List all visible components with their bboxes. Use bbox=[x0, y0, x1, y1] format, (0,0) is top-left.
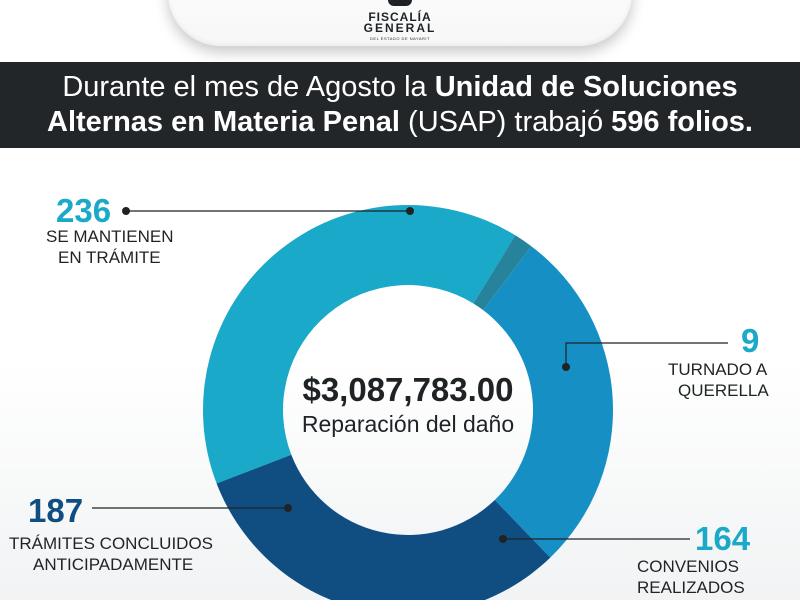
label-en-tramite-line-1: SE MANTIENEN bbox=[46, 227, 174, 246]
headline-part-2: Unidad de Soluciones bbox=[434, 71, 738, 103]
logo-line-1: FISCALÍA bbox=[368, 10, 432, 24]
label-querella-line-1: TURNADO A bbox=[668, 360, 768, 379]
headline-banner bbox=[0, 62, 800, 148]
label-concluidos-line-1: TRÁMITES CONCLUIDOS bbox=[9, 534, 214, 553]
slice-querella bbox=[473, 235, 532, 311]
value-en-tramite: 236 bbox=[56, 192, 112, 229]
leader-dot-convenios bbox=[499, 535, 507, 543]
leader-lines bbox=[92, 207, 728, 543]
leader-dot-en-tramite-end bbox=[406, 207, 414, 215]
leader-querella bbox=[565, 342, 728, 367]
label-en-tramite-line-2: EN TRÁMITE bbox=[58, 248, 161, 267]
center-label: Reparación del daño bbox=[301, 411, 515, 437]
value-convenios: 164 bbox=[695, 520, 751, 557]
label-convenios-line-2: REALIZADOS bbox=[637, 578, 745, 597]
value-concluidos: 187 bbox=[28, 492, 84, 529]
value-querella: 9 bbox=[741, 322, 760, 359]
headline-part-1: Durante el mes de Agosto la bbox=[62, 71, 435, 103]
logo-card bbox=[168, 0, 632, 46]
logo-subtitle: DEL ESTADO DE NAYARIT bbox=[370, 36, 430, 41]
leader-dot-querella bbox=[562, 363, 570, 371]
headline-part-3: Alternas en Materia Penal bbox=[47, 106, 400, 138]
leader-dot-concluidos bbox=[284, 504, 292, 512]
headline-part-4: (USAP) trabajó bbox=[400, 106, 612, 138]
leader-dot-en-tramite-start bbox=[122, 207, 130, 215]
center-value: $3,087,783.00 bbox=[302, 371, 514, 408]
slice-concluidos bbox=[216, 454, 551, 600]
label-querella-line-2: QUERELLA bbox=[678, 381, 769, 400]
headline-part-5: 596 folios. bbox=[611, 106, 753, 138]
label-convenios-line-1: CONVENIOS bbox=[637, 557, 740, 576]
headline-line-1: Durante el mes de Agosto la Unidad de So… bbox=[0, 71, 800, 103]
slice-en-tramite bbox=[203, 204, 516, 484]
logo-line-2: GENERAL bbox=[363, 21, 437, 35]
headline-line-2: Alternas en Materia Penal (USAP) trabajó… bbox=[0, 106, 800, 138]
logo-emblem-icon bbox=[388, 0, 412, 6]
donut-slices bbox=[203, 204, 613, 600]
label-concluidos-line-2: ANTICIPADAMENTE bbox=[33, 555, 194, 574]
slice-convenios bbox=[483, 246, 613, 558]
